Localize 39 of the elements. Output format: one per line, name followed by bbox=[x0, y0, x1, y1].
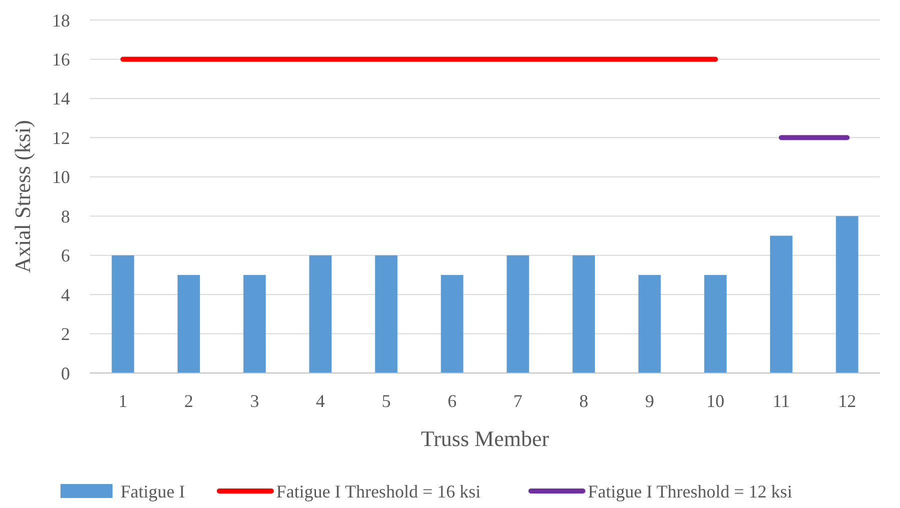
y-tick-label: 14 bbox=[52, 88, 70, 109]
x-tick-label: 7 bbox=[513, 391, 522, 411]
x-tick-label: 12 bbox=[838, 391, 856, 411]
y-tick-label: 8 bbox=[61, 206, 70, 226]
bar bbox=[770, 236, 792, 373]
legend-label: Fatigue I Threshold = 16 ksi bbox=[276, 481, 481, 502]
y-tick-label: 18 bbox=[52, 10, 70, 30]
bar bbox=[178, 274, 200, 373]
x-tick-label: 5 bbox=[382, 391, 391, 411]
bar bbox=[112, 255, 134, 373]
legend-label: Fatigue I bbox=[120, 481, 185, 502]
bar bbox=[309, 255, 332, 373]
x-tick-label: 3 bbox=[250, 391, 260, 411]
x-tick-label: 9 bbox=[645, 391, 654, 411]
x-tick-label: 1 bbox=[118, 391, 128, 411]
x-tick-label: 10 bbox=[706, 391, 724, 411]
y-tick-label: 16 bbox=[52, 50, 70, 70]
y-tick-label: 0 bbox=[61, 363, 70, 384]
y-tick-label: 2 bbox=[61, 324, 70, 344]
bar bbox=[375, 255, 398, 373]
y-tick-label: 4 bbox=[61, 284, 70, 305]
y-tick-label: 12 bbox=[52, 128, 70, 148]
legend-label: Fatigue I Threshold = 12 ksi bbox=[588, 481, 792, 502]
x-tick-label: 4 bbox=[316, 391, 325, 411]
bar bbox=[440, 274, 464, 373]
bar bbox=[704, 274, 727, 373]
x-tick-label: 11 bbox=[772, 391, 790, 411]
x-tick-label: 8 bbox=[579, 391, 588, 411]
y-tick-label: 6 bbox=[61, 246, 70, 266]
bar bbox=[243, 274, 266, 373]
x-tick-label: 6 bbox=[448, 391, 457, 411]
bar bbox=[638, 274, 661, 373]
bar bbox=[572, 255, 595, 373]
y-tick-label: 10 bbox=[52, 167, 70, 188]
bar bbox=[506, 255, 530, 373]
y-axis-title: Axial Stress (ksi) bbox=[10, 120, 35, 273]
x-axis-title: Truss Member bbox=[420, 426, 550, 451]
x-tick-label: 2 bbox=[184, 391, 194, 411]
bar bbox=[836, 216, 858, 373]
